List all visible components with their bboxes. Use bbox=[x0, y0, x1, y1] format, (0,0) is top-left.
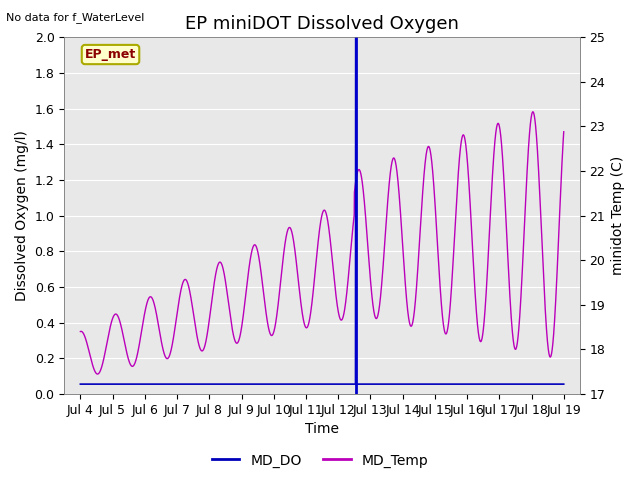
Y-axis label: Dissolved Oxygen (mg/l): Dissolved Oxygen (mg/l) bbox=[15, 130, 29, 301]
Y-axis label: minidot Temp (C): minidot Temp (C) bbox=[611, 156, 625, 275]
X-axis label: Time: Time bbox=[305, 422, 339, 436]
Legend: MD_DO, MD_Temp: MD_DO, MD_Temp bbox=[206, 448, 434, 473]
Text: No data for f_WaterLevel: No data for f_WaterLevel bbox=[6, 12, 145, 23]
Title: EP miniDOT Dissolved Oxygen: EP miniDOT Dissolved Oxygen bbox=[185, 15, 459, 33]
Text: EP_met: EP_met bbox=[85, 48, 136, 61]
